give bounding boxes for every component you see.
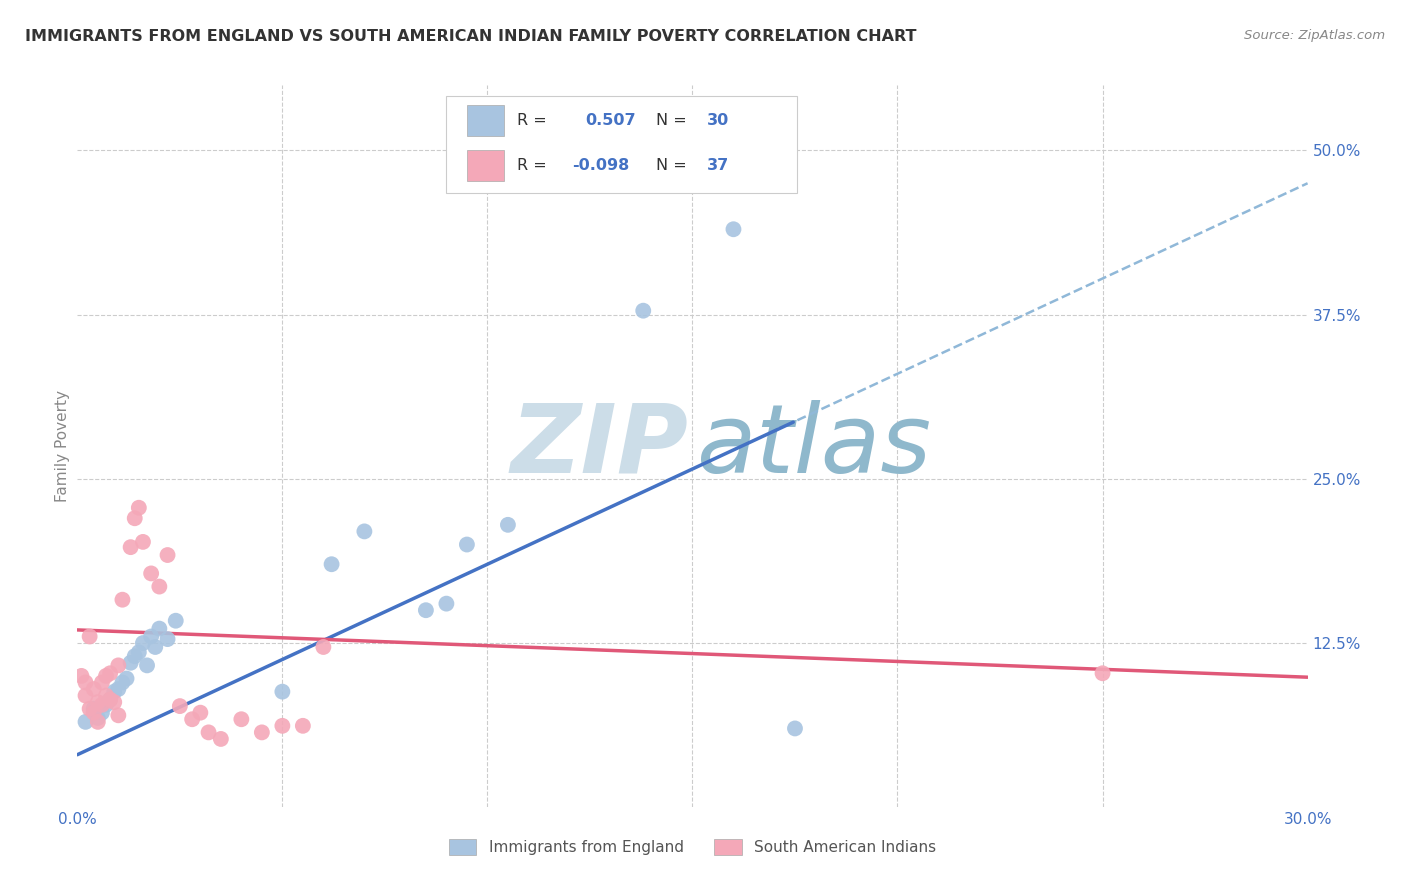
Point <box>148 622 170 636</box>
Point <box>103 684 125 698</box>
FancyBboxPatch shape <box>467 105 505 136</box>
Point <box>90 698 114 712</box>
Legend: Immigrants from England, South American Indians: Immigrants from England, South American … <box>443 833 942 861</box>
Point <box>98 666 121 681</box>
Point <box>436 597 458 611</box>
Point <box>132 535 155 549</box>
Point <box>132 636 155 650</box>
Point <box>197 725 219 739</box>
Point <box>141 630 163 644</box>
Point <box>103 695 125 709</box>
Text: IMMIGRANTS FROM ENGLAND VS SOUTH AMERICAN INDIAN FAMILY POVERTY CORRELATION CHAR: IMMIGRANTS FROM ENGLAND VS SOUTH AMERICA… <box>25 29 917 44</box>
Point <box>231 712 253 726</box>
Point <box>94 669 117 683</box>
Point <box>1091 666 1114 681</box>
Point <box>75 714 97 729</box>
Point <box>169 699 191 714</box>
Point <box>83 702 105 716</box>
Text: 37: 37 <box>707 158 730 173</box>
Point <box>87 714 110 729</box>
FancyBboxPatch shape <box>467 151 505 181</box>
Point <box>83 706 105 720</box>
Point <box>181 712 204 726</box>
Point <box>209 731 232 746</box>
Point <box>120 540 142 554</box>
Text: R =: R = <box>516 113 557 128</box>
Point <box>90 675 114 690</box>
Point <box>456 537 478 551</box>
Text: -0.098: -0.098 <box>572 158 628 173</box>
Point <box>90 706 114 720</box>
Point <box>94 689 117 703</box>
Point <box>75 689 97 703</box>
Point <box>148 580 170 594</box>
Point <box>165 614 187 628</box>
Text: N =: N = <box>655 113 692 128</box>
FancyBboxPatch shape <box>447 95 797 194</box>
Point <box>271 684 294 698</box>
Point <box>87 695 110 709</box>
Point <box>107 658 129 673</box>
Text: atlas: atlas <box>696 400 931 492</box>
Point <box>415 603 437 617</box>
Point <box>111 592 134 607</box>
Point <box>107 681 129 696</box>
Point <box>156 632 179 646</box>
Y-axis label: Family Poverty: Family Poverty <box>55 390 70 502</box>
Point <box>128 645 150 659</box>
Point <box>723 222 745 236</box>
Point <box>291 719 314 733</box>
Point <box>353 524 375 539</box>
Point <box>79 630 101 644</box>
Point <box>496 517 519 532</box>
Point <box>79 702 101 716</box>
Point <box>124 649 146 664</box>
Point <box>111 675 134 690</box>
Point <box>120 656 142 670</box>
Point <box>783 722 806 736</box>
Point <box>128 500 150 515</box>
Text: N =: N = <box>655 158 692 173</box>
Point <box>312 640 335 654</box>
Text: Source: ZipAtlas.com: Source: ZipAtlas.com <box>1244 29 1385 42</box>
Point <box>94 698 117 712</box>
Point <box>115 672 138 686</box>
Text: ZIP: ZIP <box>510 400 689 492</box>
Point <box>188 706 212 720</box>
Text: R =: R = <box>516 158 551 173</box>
Point <box>98 692 121 706</box>
Point <box>87 711 110 725</box>
Point <box>156 548 179 562</box>
Text: 30: 30 <box>707 113 730 128</box>
Point <box>141 566 163 581</box>
Point <box>250 725 273 739</box>
Point <box>124 511 146 525</box>
Point <box>98 692 121 706</box>
Point <box>70 669 93 683</box>
Point <box>633 303 655 318</box>
Text: 0.507: 0.507 <box>585 113 636 128</box>
Point <box>143 640 166 654</box>
Point <box>321 558 343 572</box>
Point <box>107 708 129 723</box>
Point <box>136 658 159 673</box>
Point <box>83 681 105 696</box>
Point <box>75 675 97 690</box>
Point <box>271 719 294 733</box>
